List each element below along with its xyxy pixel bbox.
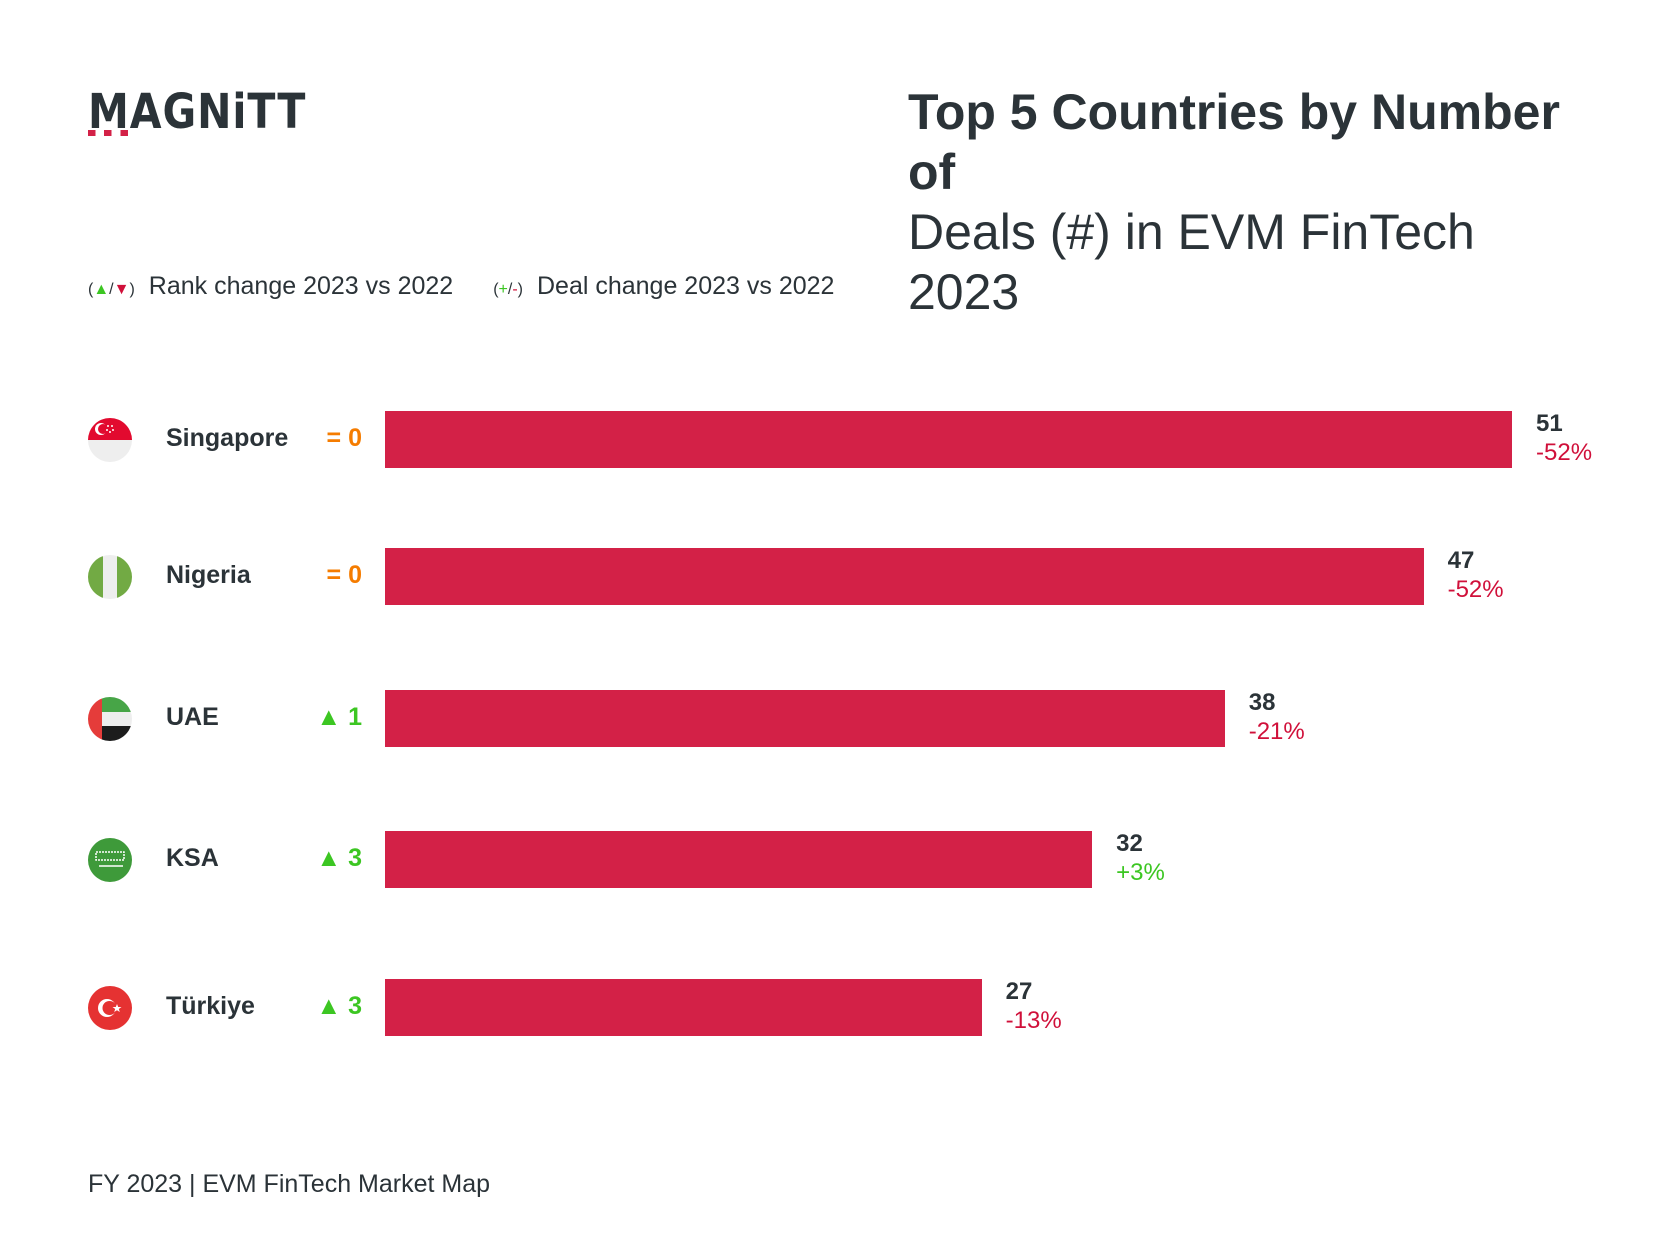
chart-title: Top 5 Countries by Number of Deals (#) i…	[908, 82, 1588, 322]
legend-rank-label: Rank change 2023 vs 2022	[148, 272, 454, 300]
title-line-2: Deals (#) in EVM FinTech 2023	[908, 204, 1475, 320]
deal-change-label: +3%	[1116, 859, 1165, 886]
bar	[385, 690, 1225, 747]
triangle-up-icon: ▲	[93, 281, 110, 298]
rank-change: = 0	[326, 424, 362, 452]
value-label: 47	[1447, 547, 1475, 574]
saudi-flag-icon	[88, 838, 132, 882]
rank-change: ▲ 1	[316, 703, 362, 731]
value-label: 27	[1005, 978, 1033, 1005]
title-line-1: Top 5 Countries by Number of	[908, 84, 1560, 200]
rank-change: ▲ 3	[316, 992, 362, 1020]
country-label: KSA	[166, 844, 219, 872]
turkey-flag-icon	[88, 986, 132, 1030]
bar	[385, 831, 1093, 888]
bar-row: Singapore = 0 51 -52%	[0, 410, 1668, 468]
country-label: Türkiye	[166, 992, 255, 1020]
rank-symbol: (▲/▼)	[88, 281, 135, 298]
country-label: UAE	[166, 703, 219, 731]
magnitt-logo: MAGNiTT	[88, 84, 307, 140]
nigeria-flag-icon	[88, 555, 132, 599]
plus-icon: +	[498, 281, 508, 298]
deal-change-label: -13%	[1005, 1007, 1062, 1034]
value-label: 32	[1116, 830, 1143, 857]
bar-row: UAE ▲ 1 38 -21%	[0, 689, 1668, 747]
deal-change-label: -21%	[1248, 718, 1305, 745]
minus-icon: -	[512, 281, 518, 298]
rank-change: ▲ 3	[316, 844, 362, 872]
legend: (▲/▼) Rank change 2023 vs 2022 (+/-) Deal …	[88, 272, 834, 301]
deal-change-label: -52%	[1447, 576, 1504, 603]
rank-change: = 0	[326, 561, 362, 589]
value-label: 38	[1248, 689, 1276, 716]
bar	[385, 548, 1424, 605]
legend-deal: (+/-) Deal change 2023 vs 2022	[493, 272, 834, 301]
bar-row: Nigeria = 0 47 -52%	[0, 547, 1668, 605]
country-label: Singapore	[166, 424, 289, 452]
deal-change-label: -52%	[1536, 439, 1593, 466]
footer: FY 2023 | EVM FinTech Market Map	[88, 1170, 491, 1198]
uae-flag-icon	[88, 697, 132, 741]
logo-dots	[88, 130, 130, 136]
bar	[385, 979, 982, 1036]
legend-rank: (▲/▼) Rank change 2023 vs 2022	[88, 272, 453, 301]
deal-symbol: (+/-)	[493, 281, 523, 298]
legend-deal-label: Deal change 2023 vs 2022	[536, 272, 835, 300]
bar-row: Türkiye ▲ 3 27 -13%	[0, 978, 1668, 1036]
singapore-flag-icon	[88, 418, 132, 462]
country-label: Nigeria	[166, 561, 251, 589]
bar-row: KSA ▲ 3 32 +3%	[0, 830, 1668, 888]
value-label: 51	[1536, 410, 1563, 437]
bar	[385, 411, 1512, 468]
triangle-down-icon: ▼	[113, 281, 130, 298]
